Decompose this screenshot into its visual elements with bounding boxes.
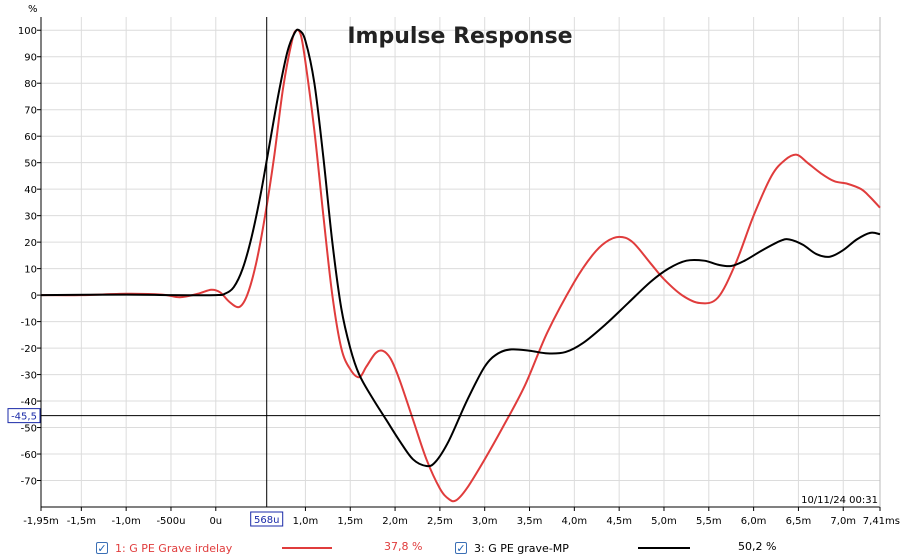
- chart-title: Impulse Response: [347, 24, 572, 49]
- series-1-legend-swatch: [282, 547, 332, 549]
- impulse-response-chart: -45,5 568u -1,95m -1,5m -1,0m -500u 0u 1,0m 1,5…: [7, 4, 900, 527]
- y-tick-label: 40: [24, 185, 37, 196]
- y-tick-label: 90: [24, 53, 37, 64]
- x-tick-label: 5,5m: [696, 516, 722, 527]
- y-tick-label: -50: [21, 424, 37, 435]
- series-layer: [40, 28, 881, 503]
- y-tick-label: 70: [24, 106, 37, 117]
- y-tick-label: 30: [24, 212, 37, 223]
- x-tick-label: 1,0m: [293, 516, 319, 527]
- grid: [40, 17, 881, 507]
- legend-item-series-1[interactable]: ✓ 1: G PE Grave irdelay: [96, 540, 232, 556]
- series-line-1: [40, 28, 881, 503]
- x-tick-label: 4,5m: [606, 516, 632, 527]
- y-tick-label: 60: [24, 132, 37, 143]
- y-tick-label: -30: [21, 371, 37, 382]
- cursor-x-readout: 568u: [254, 515, 279, 526]
- x-tick-label: -1,0m: [112, 516, 141, 527]
- series-3-name: 3: G PE grave-MP: [474, 541, 569, 555]
- axes: [37, 17, 881, 511]
- plot-area: [41, 17, 880, 507]
- x-tick-label: 3,5m: [517, 516, 543, 527]
- cursor-x-readout-box: [250, 511, 284, 527]
- series-1-checkbox[interactable]: ✓: [96, 542, 108, 555]
- y-tick-label: -20: [21, 344, 37, 355]
- y-tick-label: -70: [21, 477, 37, 488]
- x-tick-label: 6,5m: [786, 516, 812, 527]
- series-3-legend-swatch: [638, 547, 690, 549]
- series-3-value: 50,2 %: [738, 540, 777, 553]
- y-tick-label: -10: [21, 318, 37, 329]
- y-tick-label: 20: [24, 238, 37, 249]
- series-1-name: 1: G PE Grave irdelay: [115, 541, 233, 555]
- y-tick-label: -60: [21, 450, 37, 461]
- x-tick-label: 3,0m: [472, 516, 498, 527]
- y-axis-unit-label: %: [28, 4, 38, 15]
- y-tick-label: 0: [31, 291, 37, 302]
- series-3-checkbox[interactable]: ✓: [455, 542, 467, 555]
- x-tick-label: 6,0m: [741, 516, 767, 527]
- x-tick-label: 4,0m: [562, 516, 588, 527]
- x-tick-label: -1,95m: [23, 516, 59, 527]
- labels-layer: -1,95m -1,5m -1,0m -500u 0u 1,0m 1,5m 2,0m 2,5m 3…: [18, 26, 900, 527]
- cursor-y-readout-box: [7, 408, 41, 424]
- x-tick-label: 2,0m: [382, 516, 408, 527]
- y-tick-label: 100: [18, 26, 37, 37]
- legend: ✓ 1: G PE Grave irdelay 37,8 % ✓ 3: G PE…: [0, 537, 900, 559]
- y-tick-label: 50: [24, 159, 37, 170]
- x-tick-label: -1,5m: [67, 516, 96, 527]
- timestamp: 10/11/24 00:31: [801, 495, 878, 506]
- series-1-value: 37,8 %: [384, 540, 423, 553]
- y-tick-label: -40: [21, 397, 37, 408]
- x-tick-label: -500u: [156, 516, 185, 527]
- y-tick-label: 10: [24, 265, 37, 276]
- cursor-layer[interactable]: -45,5 568u: [7, 17, 880, 527]
- x-tick-label: 7,41ms: [863, 516, 900, 527]
- x-tick-label: 1,5m: [337, 516, 363, 527]
- y-tick-label: 80: [24, 79, 37, 90]
- x-tick-label: 5,0m: [651, 516, 677, 527]
- x-tick-label: 0u: [209, 516, 222, 527]
- cursor-y-readout: -45,5: [11, 412, 37, 423]
- series-line-3: [40, 28, 881, 468]
- x-tick-label: 2,5m: [427, 516, 453, 527]
- x-tick-label: 7,0m: [830, 516, 856, 527]
- legend-item-series-3[interactable]: ✓ 3: G PE grave-MP: [455, 540, 569, 556]
